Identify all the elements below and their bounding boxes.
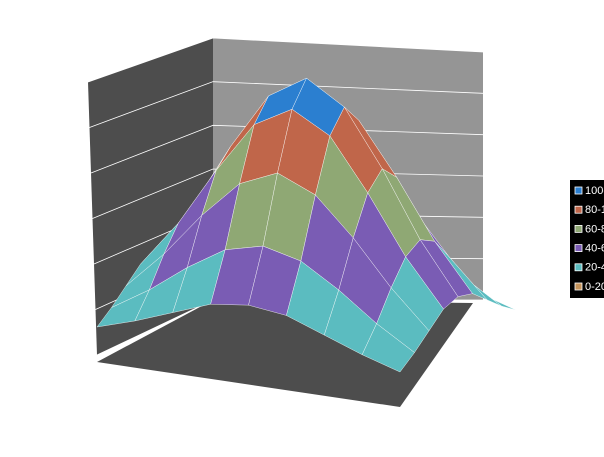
- grid-line: [90, 124, 484, 174]
- grid-line: [87, 37, 484, 83]
- legend-label: 80-100: [585, 204, 604, 216]
- legend: [570, 180, 604, 298]
- legend-label: 60-80: [585, 223, 604, 235]
- legend-label: 0-20: [585, 281, 604, 293]
- surface-cell: [361, 323, 415, 373]
- legend-swatch: [574, 186, 583, 195]
- legend-label: 40-60: [585, 243, 604, 255]
- legend-swatch: [574, 205, 583, 214]
- legend-swatch: [574, 224, 583, 233]
- surface: [96, 77, 517, 373]
- legend-swatch: [574, 282, 583, 291]
- legend-swatch: [574, 263, 583, 272]
- legend-swatch: [574, 244, 583, 253]
- legend-entries: 100-120 80-100 60-80 40-60 20-40 0-20: [574, 185, 604, 293]
- legend-label: 20-40: [585, 262, 604, 274]
- legend-label: 100-120: [585, 185, 604, 197]
- grid-line: [89, 81, 484, 128]
